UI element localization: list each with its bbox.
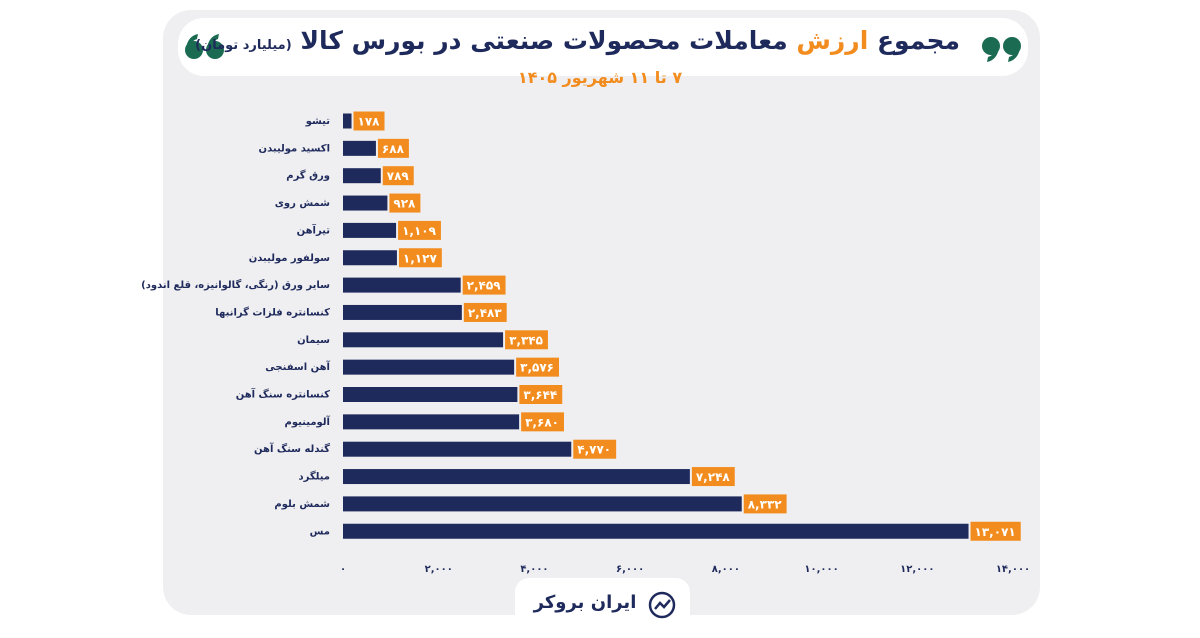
y-tick-label: آهن اسفنجی: [265, 360, 330, 373]
value-label-box: [516, 357, 559, 377]
value-label: ۱,۱۲۷: [403, 251, 438, 265]
unit-label: (میلیارد تومان): [195, 38, 292, 53]
bar: [343, 168, 381, 184]
x-tick-label: ۸,۰۰۰: [712, 564, 740, 575]
chart-title: مجموع ارزش معاملات محصولات صنعتی در بورس…: [195, 26, 960, 55]
value-label: ۱,۱۰۹: [402, 224, 437, 238]
bar: [343, 304, 462, 320]
value-label-box: [521, 412, 564, 432]
value-label: ۸,۳۳۲: [748, 497, 783, 511]
y-tick-label: شمش بلوم: [274, 499, 330, 510]
value-label-box: [382, 166, 414, 186]
y-tick-label: کنسانتره فلزات گرانبها: [215, 305, 330, 318]
bar: [343, 441, 572, 457]
bar: [343, 250, 397, 266]
value-label-box: [519, 385, 563, 404]
y-tick-label: سایر ورق (رنگی، گالوانیزه، قلع اندود): [141, 278, 330, 291]
bar: [343, 222, 397, 238]
y-tick-label: سولفور مولیبدن: [249, 253, 330, 264]
title-part: معاملات محصولات صنعتی در بورس کالا: [300, 26, 788, 55]
bar: [343, 332, 504, 348]
bar: [343, 195, 388, 211]
bar: [343, 469, 690, 485]
title-bar: [178, 18, 1028, 76]
value-label-box: [691, 467, 735, 487]
value-label: ۲,۴۸۳: [468, 306, 503, 320]
y-tick-label: اکسید مولیبدن: [259, 143, 330, 154]
title-part: مجموع: [876, 26, 960, 55]
value-label: ۶۸۸: [382, 142, 405, 156]
value-label-box: [377, 138, 409, 158]
y-tick-label: آلومینیوم: [285, 415, 331, 428]
bar: [343, 277, 461, 293]
y-tick-label: گندله سنگ آهن: [254, 442, 330, 455]
y-tick-label: شمش روی: [275, 198, 330, 209]
value-label-box: [353, 111, 385, 131]
value-label: ۹۲۸: [393, 197, 416, 211]
value-label-box: [970, 521, 1021, 541]
bar: [343, 496, 742, 512]
x-tick-label: ۶,۰۰۰: [616, 564, 644, 575]
bar: [343, 113, 352, 129]
value-label: ۷۸۹: [387, 169, 410, 183]
logo-icon: [648, 591, 676, 619]
value-label-box: [743, 494, 787, 514]
card: [163, 10, 1040, 615]
value-label-box: [505, 330, 548, 350]
y-tick-label: مس: [310, 526, 330, 537]
bar: [343, 359, 515, 375]
value-label-box: [398, 248, 442, 268]
date-range: ۷ تا ۱۱ شهریور ۱۴۰۵: [517, 68, 683, 87]
value-label: ۲,۴۵۹: [467, 279, 502, 293]
logo-text: ایران بروکر: [533, 592, 637, 613]
bar: [343, 523, 969, 539]
x-tick-label: ۱۰,۰۰۰: [804, 564, 838, 575]
value-label: ۳,۳۴۵: [509, 333, 543, 347]
value-label-box: [463, 302, 507, 322]
value-label-box: [573, 439, 617, 459]
y-tick-label: تیشو: [305, 116, 331, 127]
value-label-box: [389, 193, 421, 213]
value-label: ۱۷۸: [358, 115, 381, 129]
value-label: ۷,۲۴۸: [696, 470, 731, 484]
value-label: ۴,۷۷۰: [577, 443, 611, 457]
y-tick-label: سیمان: [297, 335, 330, 346]
x-tick-label: ۲,۰۰۰: [425, 564, 453, 575]
value-label: ۳,۶۸۰: [525, 415, 559, 429]
bar: [343, 387, 518, 402]
y-tick-label: ورق گرم: [286, 169, 330, 182]
logo-box: [515, 578, 690, 638]
bar: [343, 140, 376, 156]
y-tick-label: تیرآهن: [297, 223, 331, 236]
value-label: ۳,۵۷۶: [520, 361, 554, 375]
x-tick-label: ۱۲,۰۰۰: [900, 564, 934, 575]
y-tick-label: کنسانتره سنگ آهن: [236, 388, 330, 401]
x-tick-label: ۱۴,۰۰۰: [996, 564, 1030, 575]
value-label: ۳,۶۴۴: [523, 388, 557, 402]
x-tick-label: ۰: [340, 564, 346, 575]
value-label-box: [398, 220, 441, 240]
x-tick-label: ۴,۰۰۰: [520, 564, 548, 575]
title-highlight: ارزش: [796, 26, 869, 55]
value-label: ۱۳,۰۷۱: [975, 525, 1016, 539]
value-label-box: [462, 275, 506, 295]
bar: [343, 414, 520, 430]
y-tick-label: میلگرد: [298, 470, 330, 483]
